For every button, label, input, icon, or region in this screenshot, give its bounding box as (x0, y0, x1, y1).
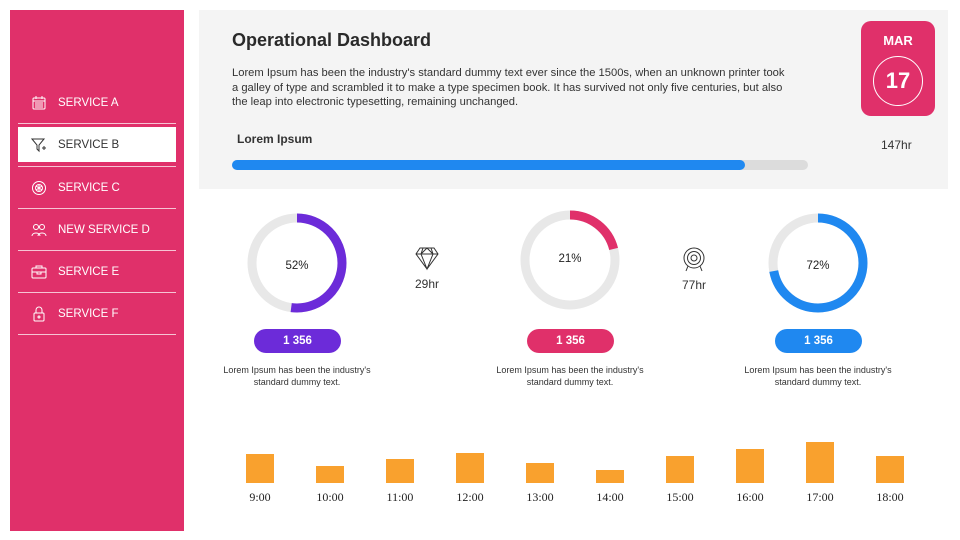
sidebar-item-label: SERVICE A (58, 96, 119, 109)
funnel-icon (31, 138, 46, 152)
lock-icon (33, 306, 45, 321)
date-month: MAR (883, 33, 913, 48)
x-tick-label: 15:00 (666, 490, 694, 504)
progress-label: Lorem Ipsum (237, 132, 313, 146)
value-badge: 1 356 (775, 329, 862, 353)
donut-percent: 52% (285, 260, 309, 272)
sidebar: SERVICE A SERVICE B SERVICE C NEW SERVICE D… (10, 10, 184, 531)
header-panel: Operational Dashboard Lorem Ipsum has be… (199, 10, 948, 189)
x-tick-label: 12:00 (456, 490, 484, 504)
sidebar-item-label: SERVICE C (58, 181, 120, 194)
sidebar-item-new-service-d[interactable]: NEW SERVICE D (18, 209, 176, 251)
briefcase-icon (31, 265, 47, 278)
sidebar-item-service-a[interactable]: SERVICE A (18, 82, 176, 124)
sidebar-item-label: SERVICE F (58, 307, 119, 320)
sidebar-item-label: SERVICE B (58, 138, 120, 151)
sidebar-item-service-e[interactable]: SERVICE E (18, 251, 176, 293)
x-tick-label: 16:00 (736, 490, 764, 504)
x-tick-label: 14:00 (596, 490, 624, 504)
x-tick-label: 10:00 (316, 490, 344, 504)
bar-18:00 (876, 456, 904, 483)
hours-value: 147hr (881, 138, 912, 152)
bar-9:00 (246, 454, 274, 483)
bar-chart: 9:00 10:00 11:00 12:00 13:00 14:00 15:00 16:00 1… (230, 420, 930, 510)
progress-fill (232, 160, 745, 170)
bar-16:00 (736, 449, 764, 483)
kpi-caption: Lorem Ipsum has been the industry's stan… (496, 365, 644, 387)
sidebar-nav: SERVICE A SERVICE B SERVICE C NEW SERVICE D… (18, 82, 176, 335)
bar-17:00 (806, 442, 834, 483)
donut-chart: 21% (518, 208, 622, 312)
sidebar-item-service-c[interactable]: SERVICE C (18, 167, 176, 209)
bar-13:00 (526, 463, 554, 483)
bar-14:00 (596, 470, 624, 483)
users-icon (31, 223, 47, 236)
bar-10:00 (316, 466, 344, 483)
bar-15:00 (666, 456, 694, 483)
target-icon (683, 247, 705, 272)
page-title: Operational Dashboard (232, 30, 432, 50)
calendar-icon (32, 95, 46, 109)
donut-value-arc (768, 213, 868, 313)
sidebar-item-label: NEW SERVICE D (58, 223, 150, 236)
kpi-caption: Lorem Ipsum has been the industry's stan… (744, 365, 892, 387)
bar-12:00 (456, 453, 484, 483)
date-day: 17 (873, 56, 923, 106)
kpi-caption: Lorem Ipsum has been the industry's stan… (223, 365, 371, 387)
stat-diamond: 29hr (397, 245, 457, 291)
x-tick-label: 17:00 (806, 490, 834, 504)
donut-chart: 72% (766, 211, 870, 315)
date-badge: MAR 17 (861, 21, 935, 116)
x-tick-label: 18:00 (876, 490, 904, 504)
x-tick-label: 9:00 (249, 490, 271, 504)
gear-icon (32, 180, 46, 195)
value-badge: 1 356 (254, 329, 341, 353)
diamond-icon (415, 247, 439, 271)
sidebar-item-service-f[interactable]: SERVICE F (18, 293, 176, 335)
value-badge: 1 356 (527, 329, 614, 353)
donut-value-arc (520, 210, 620, 310)
sidebar-item-service-b[interactable]: SERVICE B (18, 127, 176, 162)
x-tick-label: 13:00 (526, 490, 554, 504)
stat-value: 77hr (681, 278, 707, 292)
donut-percent: 72% (806, 260, 830, 272)
bar-11:00 (386, 459, 414, 483)
donut-chart: 52% (245, 211, 349, 315)
stat-target: 77hr (664, 246, 724, 292)
x-tick-label: 11:00 (386, 490, 414, 504)
sidebar-item-label: SERVICE E (58, 265, 120, 278)
donut-percent: 21% (558, 253, 582, 265)
page-description: Lorem Ipsum has been the industry's stan… (232, 67, 785, 108)
stat-value: 29hr (414, 277, 440, 291)
progress-bar (232, 160, 808, 170)
divider (18, 166, 176, 167)
donut-value-arc (247, 213, 347, 313)
